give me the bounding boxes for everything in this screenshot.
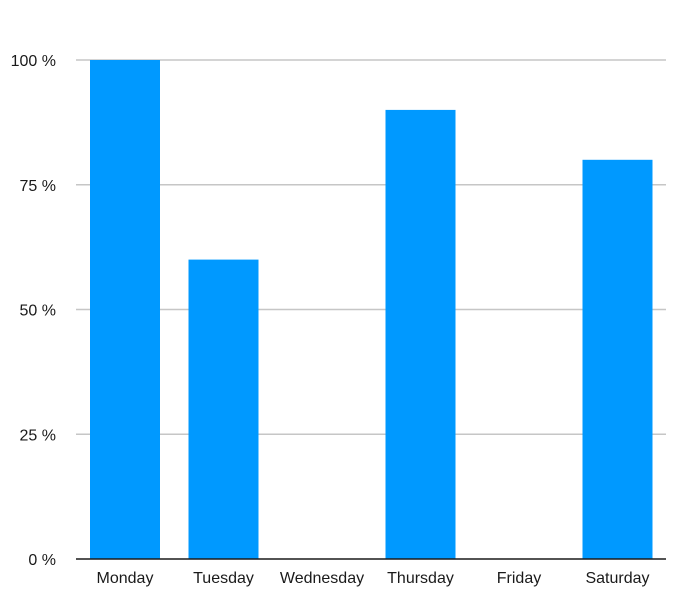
y-tick-label: 75 % bbox=[20, 178, 56, 195]
y-tick-label: 25 % bbox=[20, 427, 56, 444]
x-tick-label-thursday: Thursday bbox=[387, 570, 454, 587]
bars bbox=[90, 60, 653, 560]
x-tick-label-saturday: Saturday bbox=[585, 570, 649, 587]
bar-saturday bbox=[582, 159, 653, 560]
y-tick-labels: 0 % 25 % 50 % 75 % 100 % bbox=[11, 53, 56, 569]
x-tick-label-friday: Friday bbox=[497, 570, 541, 587]
x-tick-label-monday: Monday bbox=[97, 570, 154, 587]
gridlines bbox=[76, 59, 666, 435]
y-tick-label: 50 % bbox=[20, 303, 56, 320]
bar-monday bbox=[90, 60, 160, 559]
x-tick-label-wednesday: Wednesday bbox=[280, 570, 364, 587]
bar-tuesday bbox=[188, 259, 259, 559]
x-tick-label-tuesday: Tuesday bbox=[193, 570, 254, 587]
y-tick-label: 100 % bbox=[11, 53, 56, 70]
bar-thursday bbox=[385, 109, 456, 560]
x-tick-labels: Monday Tuesday Wednesday Thursday Friday Satu… bbox=[97, 570, 650, 587]
y-tick-label: 0 % bbox=[28, 552, 56, 569]
